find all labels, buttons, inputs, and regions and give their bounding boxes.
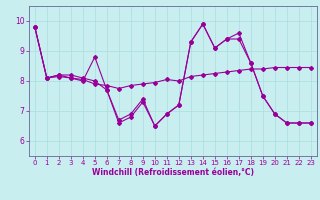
X-axis label: Windchill (Refroidissement éolien,°C): Windchill (Refroidissement éolien,°C) bbox=[92, 168, 254, 177]
